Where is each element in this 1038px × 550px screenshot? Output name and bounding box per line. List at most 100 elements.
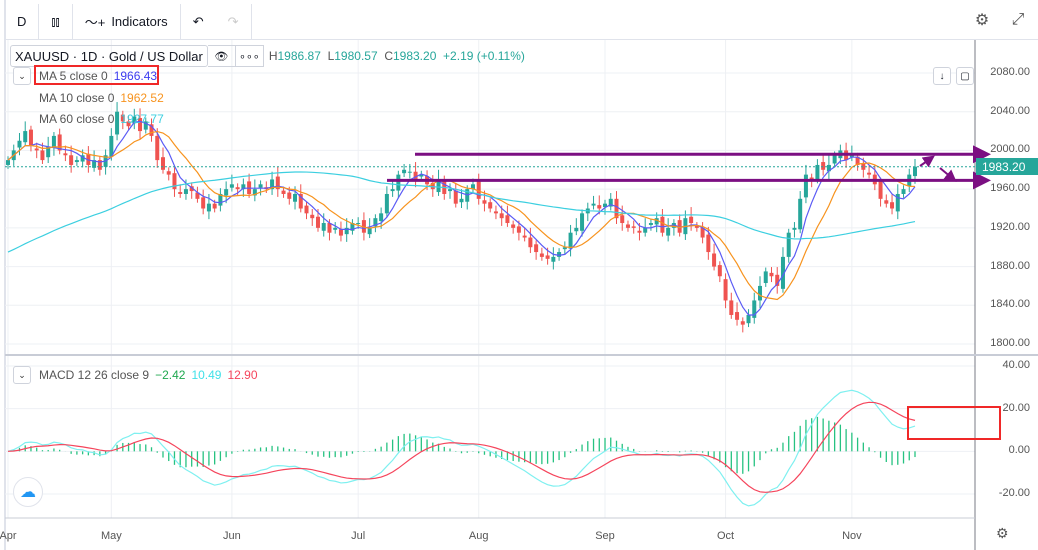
candle-up (666, 227, 671, 236)
candle-down (637, 230, 642, 233)
candle-up (344, 227, 349, 235)
candle-up (218, 193, 223, 206)
price-tick-label: 1920.00 (990, 220, 1030, 233)
arrow-down-icon: ↓ (939, 70, 945, 82)
candle-down (235, 187, 240, 190)
candle-down (361, 220, 366, 233)
fullscreen-icon: ⤢ (1011, 11, 1025, 28)
symbol-legend: XAUUSD · 1D · Gold / US Dollar 👁 ∘∘∘ H19… (10, 45, 525, 67)
time-tick-label: Sep (595, 530, 615, 542)
fullscreen-button[interactable]: ⤢ (1004, 6, 1032, 34)
candle-down (614, 198, 619, 219)
candle-down (539, 253, 544, 257)
candle-down (298, 193, 303, 209)
candle-down (620, 215, 625, 224)
candle-down (149, 124, 154, 136)
candle-up (591, 203, 596, 206)
settings-icon: ⚙ (996, 525, 1009, 541)
ma5-line (7, 120, 916, 316)
ma60-legend: MA 60 close 0 1927.77 (39, 112, 164, 126)
collapse-legend-button[interactable]: ⌄ (13, 67, 31, 85)
candle-up (557, 252, 562, 257)
candle-down (172, 173, 177, 190)
macd-line (7, 389, 916, 507)
scroll-down-button[interactable]: ↓ (933, 67, 951, 85)
macd-legend: MACD 12 26 close 9 −2.42 10.49 12.90 (39, 368, 258, 382)
top-toolbar: D ⫾⫾ 〜+ Indicators ↶ ↷ (5, 3, 1038, 40)
signal-line (7, 401, 916, 493)
candle-down (878, 181, 883, 199)
ma5-legend: MA 5 close 0 1966.43 (39, 69, 158, 83)
chart-type-button[interactable]: ⫾⫾ (39, 3, 73, 40)
candle-down (430, 182, 435, 190)
visibility-button[interactable]: 👁 (207, 45, 236, 67)
indicators-icon: 〜+ (84, 15, 106, 30)
chevron-down-icon: ⌄ (18, 369, 26, 380)
candle-up (407, 171, 412, 173)
candle-up (17, 140, 22, 148)
redo-icon: ↷ (227, 13, 239, 29)
settings-button[interactable]: ⚙ (968, 6, 996, 34)
candle-down (189, 186, 194, 192)
candle-up (229, 184, 234, 188)
ohlc-values: H1986.87 L1980.57 C1983.20 +2.19 (+0.11%… (268, 49, 525, 63)
candle-down (488, 202, 493, 209)
candle-down (516, 226, 521, 233)
tradingview-logo[interactable]: ☁ (13, 477, 43, 507)
time-tick-label: Nov (842, 530, 862, 542)
candle-down (689, 216, 694, 224)
candle-up (792, 227, 797, 230)
redo-button[interactable]: ↷ (216, 3, 252, 40)
candle-down (126, 121, 131, 127)
candle-down (178, 192, 183, 194)
candle-down (809, 177, 814, 180)
candle-up (763, 271, 768, 284)
candle-up (258, 184, 263, 188)
collapse-macd-button[interactable]: ⌄ (13, 366, 31, 384)
candle-up (849, 155, 854, 158)
indicators-button[interactable]: 〜+ Indicators (73, 3, 181, 40)
candle-down (775, 274, 780, 286)
macd-tick-label: 20.00 (1002, 401, 1030, 414)
candle-down (97, 160, 102, 170)
candle-down (890, 202, 895, 209)
candle-up (390, 189, 395, 192)
candle-down (327, 223, 332, 233)
axis-settings-button[interactable]: ⚙ (996, 525, 1009, 542)
interval-button[interactable]: D (5, 3, 40, 40)
candle-up (92, 160, 97, 168)
candle-down (855, 156, 860, 165)
candle-up (895, 193, 900, 212)
maximize-pane-button[interactable]: ▢ (956, 67, 974, 85)
candle-up (419, 174, 424, 177)
undo-button[interactable]: ↶ (181, 4, 216, 40)
candle-up (402, 169, 407, 174)
candle-up (143, 121, 148, 130)
candle-up (643, 227, 648, 233)
candle-down (493, 211, 498, 214)
candle-down (201, 197, 206, 209)
candle-down (338, 229, 343, 236)
candle-up (367, 227, 372, 235)
price-tick-label: 2000.00 (990, 143, 1030, 156)
candle-down (660, 216, 665, 233)
candle-down (597, 205, 602, 209)
symbol-title[interactable]: XAUUSD · 1D · Gold / US Dollar (10, 45, 208, 67)
more-button[interactable]: ∘∘∘ (235, 45, 264, 67)
logo-icon: ☁ (20, 484, 36, 501)
candle-down (138, 118, 143, 132)
candle-up (51, 135, 56, 149)
candle-up (350, 223, 355, 231)
candle-down (861, 163, 866, 170)
candle-down (522, 235, 527, 238)
candle-down (625, 224, 630, 228)
candle-up (396, 174, 401, 191)
candle-up (270, 179, 275, 190)
price-tick-label: 1840.00 (990, 298, 1030, 311)
candle-up (758, 285, 763, 301)
candle-down (40, 150, 45, 161)
highlight-box-ma5 (34, 65, 159, 85)
candle-up (901, 189, 906, 194)
candle-down (275, 176, 280, 190)
